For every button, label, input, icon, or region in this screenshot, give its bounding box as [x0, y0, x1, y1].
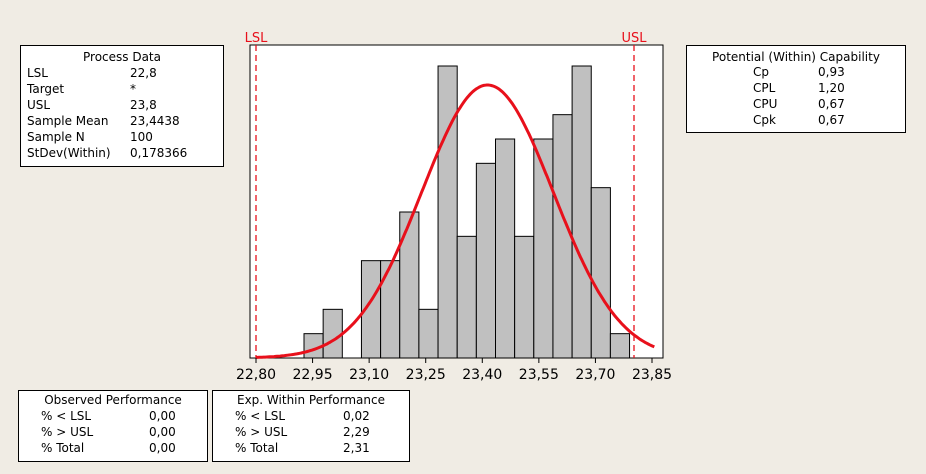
process-data-panel: Process Data LSL 22,8 Target * USL 23,8 Sam… — [20, 45, 224, 167]
observed-row: % < LSL 0,00 — [25, 408, 176, 424]
x-tick-label: 22,80 — [236, 367, 276, 383]
process-row: LSL 22,8 — [27, 65, 187, 81]
process-value: 0,178366 — [130, 146, 188, 160]
x-tick-label: 23,85 — [632, 367, 672, 383]
expected-label: % Total — [235, 441, 279, 455]
normal-fit-curve — [256, 83, 655, 359]
expected-performance-panel: Exp. Within Performance % < LSL 0,02 % > … — [212, 390, 410, 462]
histogram-bar — [590, 187, 611, 359]
histogram-bar — [380, 260, 401, 359]
histogram-bar — [609, 333, 631, 359]
process-value: 23,8 — [130, 98, 157, 112]
capability-label: CPL — [753, 81, 776, 95]
histogram-bar — [495, 138, 516, 359]
capability-row: Cp 0,93 — [693, 64, 845, 80]
histogram-bar — [475, 162, 497, 359]
histogram-bar — [514, 235, 535, 359]
expected-title: Exp. Within Performance — [237, 393, 385, 407]
observed-label: % Total — [41, 441, 85, 455]
process-data-title: Process Data — [83, 50, 161, 64]
histogram-bar — [322, 308, 343, 359]
capability-label: CPU — [753, 97, 778, 111]
histogram-bar — [456, 235, 477, 359]
capability-label: Cp — [753, 65, 769, 79]
x-tick-label: 23,55 — [519, 367, 559, 383]
spec-limits: LSL USL — [245, 31, 647, 358]
expected-row: % > USL 2,29 — [219, 424, 370, 440]
capability-value: 0,93 — [818, 65, 845, 79]
process-label: Target — [27, 82, 65, 96]
x-tick-label: 23,25 — [406, 367, 446, 383]
histogram-bar — [399, 211, 420, 359]
expected-value: 0,02 — [343, 409, 370, 423]
process-label: USL — [27, 98, 51, 112]
x-tick-label: 22,95 — [293, 367, 333, 383]
process-row: Target * — [27, 81, 187, 97]
process-value: 22,8 — [130, 66, 157, 80]
expected-value: 2,31 — [343, 441, 370, 455]
x-tick-label: 23,10 — [349, 367, 389, 383]
observed-title: Observed Performance — [44, 393, 182, 407]
capability-value: 0,67 — [818, 97, 845, 111]
observed-performance-panel: Observed Performance % < LSL 0,00 % > USL… — [18, 390, 208, 462]
observed-value: 0,00 — [149, 441, 176, 455]
process-row: USL 23,8 — [27, 97, 187, 113]
process-row: Sample N 100 — [27, 129, 187, 145]
process-label: LSL — [27, 66, 48, 80]
x-axis: 22,80 22,95 23,10 23,25 23,40 23,55 23,70 23,85 — [236, 358, 672, 383]
observed-row: % Total 0,00 — [25, 440, 176, 456]
observed-value: 0,00 — [149, 409, 176, 423]
expected-label: % < LSL — [235, 409, 286, 423]
capability-row: Cpk 0,67 — [693, 112, 845, 128]
capability-value: 1,20 — [818, 81, 845, 95]
process-value: 100 — [130, 130, 153, 144]
histogram-bar — [533, 138, 554, 359]
process-label: StDev(Within) — [27, 146, 111, 160]
process-row: Sample Mean 23,4438 — [27, 113, 187, 129]
expected-label: % > USL — [235, 425, 288, 439]
histogram-bar — [552, 114, 573, 359]
process-row: StDev(Within) 0,178366 — [27, 145, 187, 161]
x-tick-label: 23,70 — [575, 367, 615, 383]
x-tick-label: 23,40 — [462, 367, 502, 383]
observed-label: % < LSL — [41, 409, 92, 423]
capability-panel: Potential (Within) Capability Cp 0,93 CPL… — [686, 45, 906, 133]
observed-row: % > USL 0,00 — [25, 424, 176, 440]
capability-row: CPU 0,67 — [693, 96, 845, 112]
capability-row: CPL 1,20 — [693, 80, 845, 96]
expected-row: % Total 2,31 — [219, 440, 370, 456]
observed-label: % > USL — [41, 425, 94, 439]
histogram-bar — [437, 65, 458, 359]
process-value: * — [130, 82, 136, 96]
capability-label: Cpk — [753, 113, 776, 127]
spec-label-lsl: LSL — [245, 31, 268, 46]
capability-value: 0,67 — [818, 113, 845, 127]
process-label: Sample N — [27, 130, 85, 144]
capability-title: Potential (Within) Capability — [712, 50, 880, 64]
spec-label-usl: USL — [621, 31, 647, 46]
histogram-bar — [418, 308, 439, 359]
histogram-bar — [571, 65, 592, 359]
process-label: Sample Mean — [27, 114, 109, 128]
observed-value: 0,00 — [149, 425, 176, 439]
expected-value: 2,29 — [343, 425, 370, 439]
expected-row: % < LSL 0,02 — [219, 408, 370, 424]
process-value: 23,4438 — [130, 114, 180, 128]
